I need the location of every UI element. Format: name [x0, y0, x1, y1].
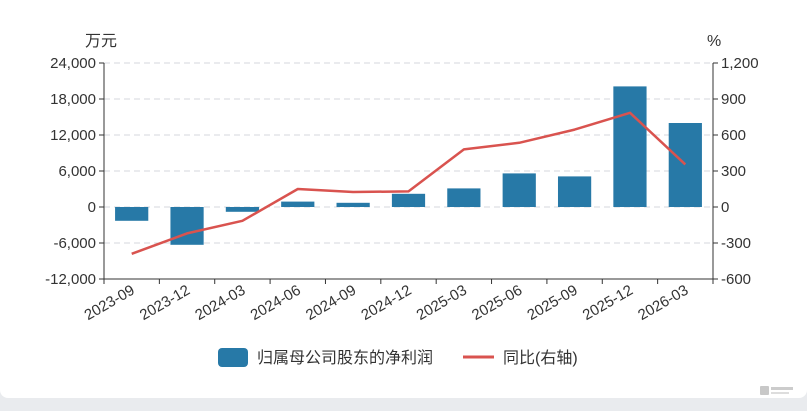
x-tick-label: 2024-09 — [303, 282, 359, 324]
legend[interactable]: 归属母公司股东的净利润 同比(右轴) — [218, 348, 578, 367]
legend-line-label: 同比(右轴) — [503, 349, 578, 367]
left-axis-ticks: 24,000 18,000 12,000 6,000 0 -6,000 -12,000 — [45, 55, 104, 288]
dual-axis-chart: 24,000 18,000 12,000 6,000 0 -6,000 -12,000 1,… — [45, 33, 793, 395]
bar — [668, 123, 702, 207]
bar — [502, 173, 536, 207]
left-tick-label: 24,000 — [50, 55, 96, 72]
legend-bar-swatch — [218, 348, 248, 367]
x-tick-label: 2025-09 — [524, 282, 580, 324]
right-tick-label: -300 — [721, 235, 751, 252]
x-tick-label: 2025-06 — [469, 282, 525, 324]
x-tick-label: 2025-03 — [414, 282, 470, 324]
left-tick-label: -6,000 — [53, 235, 96, 252]
bar — [336, 202, 370, 207]
left-tick-label: 0 — [88, 199, 96, 216]
bar — [225, 207, 260, 212]
yoy-line — [131, 111, 687, 255]
right-tick-label: 300 — [721, 163, 746, 180]
right-tick-label: -600 — [721, 271, 751, 288]
x-tick-label: 2024-06 — [248, 282, 304, 324]
bar — [391, 193, 426, 207]
left-tick-label: 6,000 — [58, 163, 96, 180]
bar-series — [115, 86, 702, 245]
watermark-icon — [760, 386, 793, 395]
left-tick-label: 18,000 — [50, 91, 96, 108]
bar — [115, 207, 149, 221]
right-axis-ticks: 1,200 900 600 300 0 -300 -600 — [713, 55, 759, 288]
line-series — [131, 111, 687, 255]
x-tick-label: 2024-03 — [192, 282, 248, 324]
x-tick-label: 2025-12 — [580, 282, 636, 324]
right-tick-label: 600 — [721, 127, 746, 144]
bar — [557, 176, 592, 207]
right-tick-label: 0 — [721, 199, 729, 216]
left-axis-unit: 万元 — [85, 33, 117, 50]
x-tick-label: 2024-12 — [358, 282, 414, 324]
x-tick-label: 2023-09 — [81, 282, 137, 324]
legend-bar-label: 归属母公司股东的净利润 — [257, 349, 433, 367]
x-tick-label: 2026-03 — [635, 282, 691, 324]
right-tick-label: 1,200 — [721, 55, 759, 72]
bar — [170, 207, 204, 245]
left-tick-label: -12,000 — [45, 271, 96, 288]
left-tick-label: 12,000 — [50, 127, 96, 144]
bar — [447, 188, 481, 207]
bar — [613, 86, 647, 207]
chart-card: 24,000 18,000 12,000 6,000 0 -6,000 -12,000 1,… — [0, 0, 807, 398]
x-tick-label: 2023-12 — [137, 282, 193, 324]
right-axis-unit: % — [707, 33, 721, 50]
bar — [281, 201, 315, 207]
x-axis-ticks: 2023-09 2023-12 2024-03 2024-06 2024-09 2024-… — [81, 279, 714, 324]
right-tick-label: 900 — [721, 91, 746, 108]
